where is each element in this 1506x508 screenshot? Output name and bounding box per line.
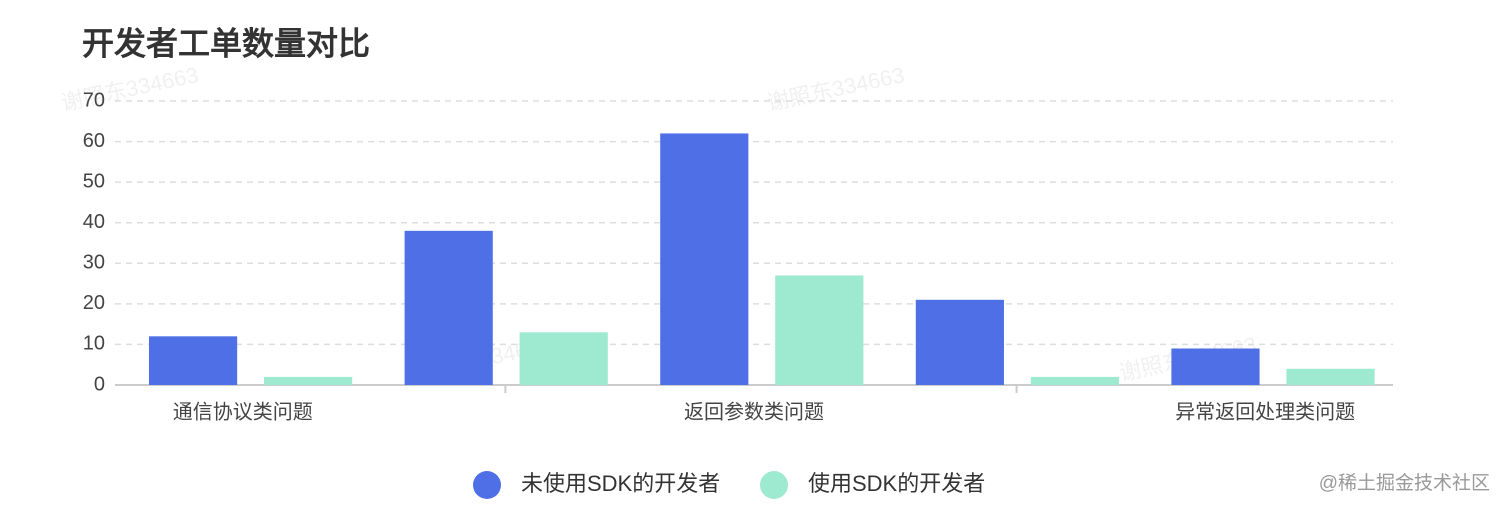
bar [519, 332, 608, 385]
x-tick-label: 通信协议类问题 [173, 400, 313, 423]
bar [775, 275, 864, 385]
bar [660, 133, 749, 385]
legend-label: 未使用SDK的开发者 [521, 471, 720, 496]
bar [148, 336, 238, 385]
watermark: 谢照东334663 [59, 62, 201, 115]
x-tick-label: 异常返回处理类问题 [1175, 400, 1355, 423]
legend-marker [473, 471, 501, 499]
legend-label: 使用SDK的开发者 [808, 471, 985, 496]
bar [1030, 376, 1119, 385]
bar [1286, 368, 1375, 385]
chart-title: 开发者工单数量对比 [82, 25, 370, 61]
y-tick-label: 10 [83, 333, 105, 355]
x-tick-label: 返回参数类问题 [684, 400, 824, 423]
y-tick-label: 60 [83, 130, 105, 152]
y-tick-label: 30 [83, 252, 105, 274]
y-tick-label: 50 [83, 170, 105, 192]
legend-marker [760, 471, 788, 499]
bar [915, 299, 1004, 385]
y-tick-label: 70 [83, 89, 105, 111]
credit: @稀土掘金技术社区 [1319, 472, 1490, 494]
watermark: 谢照东334663 [765, 62, 907, 115]
bar [404, 230, 493, 385]
bar [1171, 348, 1260, 385]
y-tick-label: 20 [83, 292, 105, 314]
y-tick-label: 0 [94, 373, 105, 395]
y-tick-label: 40 [83, 211, 105, 233]
bar [264, 376, 353, 385]
